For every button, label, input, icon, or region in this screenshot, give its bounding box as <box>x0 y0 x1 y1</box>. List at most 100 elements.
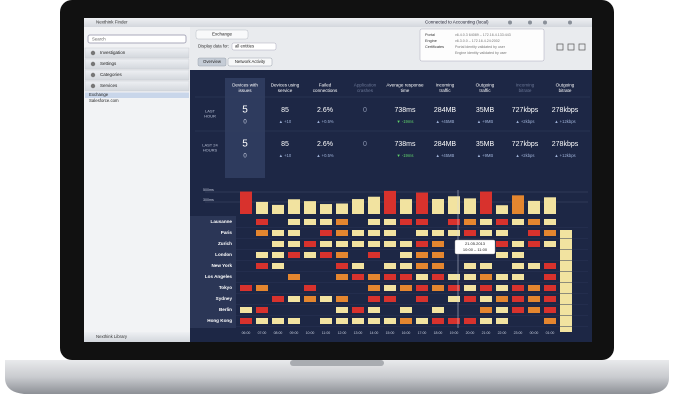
toolbar-icon[interactable] <box>556 43 564 51</box>
heatmap-cell[interactable] <box>384 241 396 247</box>
heatmap-cell[interactable] <box>288 241 300 247</box>
heatmap-cell[interactable] <box>480 274 492 280</box>
heatmap-cell[interactable] <box>304 285 316 291</box>
heatmap-cell[interactable] <box>256 219 268 225</box>
view-button[interactable] <box>227 57 273 67</box>
heatmap-cell[interactable] <box>416 252 428 258</box>
heatmap-cell[interactable] <box>368 274 380 280</box>
heatmap-cell[interactable] <box>496 252 508 258</box>
heatmap-cell[interactable] <box>496 296 508 302</box>
heatmap-cell[interactable] <box>320 252 332 258</box>
heatmap-cell[interactable] <box>512 263 524 269</box>
heatmap-cell[interactable] <box>544 274 556 280</box>
heatmap-cell[interactable] <box>352 230 364 236</box>
window-control[interactable] <box>543 20 547 25</box>
heatmap-cell[interactable] <box>336 318 348 324</box>
heatmap-cell[interactable] <box>288 296 300 302</box>
heatmap-cell[interactable] <box>320 230 332 236</box>
tab[interactable] <box>195 29 249 40</box>
heatmap-cell[interactable] <box>432 252 444 258</box>
heatmap-cell[interactable] <box>512 285 524 291</box>
heatmap-cell[interactable] <box>400 318 412 324</box>
heatmap-cell[interactable] <box>336 252 348 258</box>
heatmap-cell[interactable] <box>432 263 444 269</box>
heatmap-cell[interactable] <box>416 274 428 280</box>
heatmap-cell[interactable] <box>256 263 268 269</box>
heatmap-cell[interactable] <box>512 307 524 313</box>
heatmap-cell[interactable] <box>256 285 268 291</box>
heatmap-cell[interactable] <box>512 219 524 225</box>
search-box[interactable] <box>87 34 187 44</box>
heatmap-cell[interactable] <box>544 307 556 313</box>
heatmap-cell[interactable] <box>256 252 268 258</box>
window-control[interactable] <box>528 20 532 25</box>
heatmap-cell[interactable] <box>384 296 396 302</box>
heatmap-cell[interactable] <box>288 219 300 225</box>
heatmap-cell[interactable] <box>368 252 380 258</box>
window-control[interactable] <box>568 20 572 25</box>
heatmap-cell[interactable] <box>512 252 524 258</box>
heatmap-cell[interactable] <box>288 274 300 280</box>
heatmap-cell[interactable] <box>304 296 316 302</box>
heatmap-cell[interactable] <box>256 318 268 324</box>
heatmap-cell[interactable] <box>304 252 316 258</box>
heatmap-cell[interactable] <box>480 296 492 302</box>
heatmap-cell[interactable] <box>320 318 332 324</box>
window-control[interactable] <box>508 20 512 25</box>
heatmap-cell[interactable] <box>544 318 556 324</box>
heatmap-cell[interactable] <box>496 219 508 225</box>
list-item[interactable]: Salesforce.com <box>89 98 119 103</box>
view-button[interactable] <box>197 57 227 67</box>
heatmap-cell[interactable] <box>272 252 284 258</box>
heatmap-cell[interactable] <box>400 219 412 225</box>
heatmap-cell[interactable] <box>480 219 492 225</box>
heatmap-cell[interactable] <box>352 318 364 324</box>
nav-item[interactable] <box>84 80 190 92</box>
heatmap-cell[interactable] <box>416 230 428 236</box>
heatmap-cell[interactable] <box>496 307 508 313</box>
heatmap-cell[interactable] <box>464 263 476 269</box>
heatmap-cell[interactable] <box>544 263 556 269</box>
heatmap-cell[interactable] <box>464 230 476 236</box>
heatmap-cell[interactable] <box>336 230 348 236</box>
heatmap-cell[interactable] <box>336 241 348 247</box>
heatmap-cell[interactable] <box>496 285 508 291</box>
heatmap-cell[interactable] <box>352 263 364 269</box>
heatmap-cell[interactable] <box>368 285 380 291</box>
heatmap-cell[interactable] <box>288 230 300 236</box>
heatmap-cell[interactable] <box>304 241 316 247</box>
heatmap-cell[interactable] <box>352 274 364 280</box>
heatmap-cell[interactable] <box>336 274 348 280</box>
heatmap-cell[interactable] <box>432 241 444 247</box>
heatmap-cell[interactable] <box>288 318 300 324</box>
heatmap-cell[interactable] <box>464 274 476 280</box>
heatmap-cell[interactable] <box>240 307 252 313</box>
heatmap-cell[interactable] <box>368 241 380 247</box>
filter-select[interactable] <box>231 42 277 51</box>
heatmap-cell[interactable] <box>528 263 540 269</box>
heatmap-cell[interactable] <box>384 274 396 280</box>
heatmap-cell[interactable] <box>384 219 396 225</box>
heatmap-cell[interactable] <box>400 274 412 280</box>
toolbar-icon[interactable] <box>567 43 575 51</box>
heatmap-cell[interactable] <box>368 307 380 313</box>
heatmap-cell[interactable] <box>368 219 380 225</box>
heatmap-cell[interactable] <box>400 307 412 313</box>
heatmap-cell[interactable] <box>528 296 540 302</box>
heatmap-cell[interactable] <box>448 318 460 324</box>
heatmap-cell[interactable] <box>544 230 556 236</box>
heatmap-cell[interactable] <box>272 230 284 236</box>
heatmap-cell[interactable] <box>464 219 476 225</box>
heatmap-cell[interactable] <box>400 241 412 247</box>
heatmap-cell[interactable] <box>480 263 492 269</box>
heatmap-cell[interactable] <box>464 285 476 291</box>
heatmap-cell[interactable] <box>288 252 300 258</box>
heatmap-cell[interactable] <box>336 296 348 302</box>
heatmap-cell[interactable] <box>352 307 364 313</box>
heatmap-cell[interactable] <box>400 252 412 258</box>
heatmap-cell[interactable] <box>384 285 396 291</box>
heatmap-cell[interactable] <box>256 307 268 313</box>
heatmap-cell[interactable] <box>480 318 492 324</box>
heatmap-cell[interactable] <box>432 307 444 313</box>
heatmap-cell[interactable] <box>544 241 556 247</box>
